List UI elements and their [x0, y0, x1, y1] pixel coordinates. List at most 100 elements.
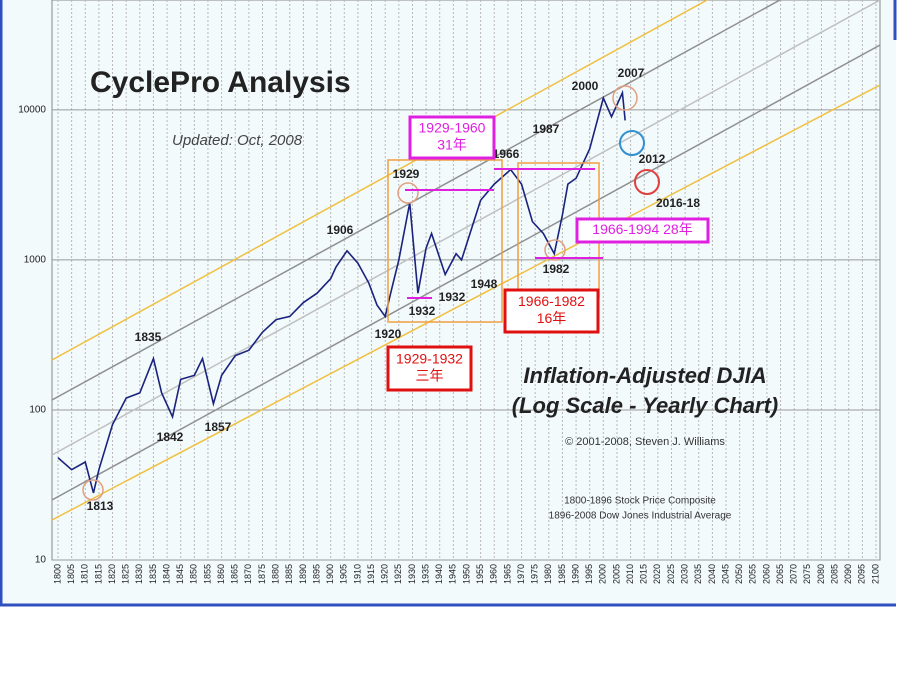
x-tick-label: 2025 [666, 564, 676, 584]
x-tick-label: 1825 [121, 564, 131, 584]
annotation-box [575, 217, 710, 244]
x-tick-label: 1850 [189, 564, 199, 584]
year-label: 1813 [87, 499, 114, 513]
annotation-text: 1929-1932 [396, 351, 463, 367]
background [0, 0, 896, 606]
year-label: 1966 [493, 147, 520, 161]
year-label: 1932 [439, 290, 466, 304]
grid: 1800 1805 1810 1815 1820 1825 1830 1835 1840 1845… [18, 0, 881, 584]
chart-heading: (Log Scale - Yearly Chart) [512, 393, 779, 418]
annotation-text: 1929-1960 [419, 120, 486, 136]
x-tick-label: 1865 [230, 564, 240, 584]
x-tick-label: 1885 [284, 564, 294, 584]
x-tick-label: 2040 [707, 564, 717, 584]
channel-line [52, 44, 880, 501]
x-tick-label: 1820 [107, 564, 117, 584]
source: 1896-2008 Dow Jones Industrial Average [549, 511, 732, 522]
x-tick-label: 1875 [257, 564, 267, 584]
y-tick-label: 10000 [18, 105, 46, 116]
circle [619, 130, 645, 156]
annotation-box [386, 345, 473, 392]
annotation-text: 1966-1982 [518, 293, 585, 309]
x-tick-label: 1815 [93, 564, 103, 584]
year-label: 2007 [618, 66, 645, 80]
x-tick-label: 1895 [311, 564, 321, 584]
x-tick-label: 2100 [870, 564, 880, 584]
x-tick-label: 2010 [625, 564, 635, 584]
x-tick-label: 2020 [652, 564, 662, 584]
x-tick-label: 1920 [380, 564, 390, 584]
x-tick-label: 1805 [66, 564, 76, 584]
x-tick-label: 1845 [175, 564, 185, 584]
plot [57, 89, 626, 494]
x-tick-label: 2090 [843, 564, 853, 584]
x-tick-label: 1985 [557, 564, 567, 584]
x-tick-label: 2055 [748, 564, 758, 584]
x-tick-label: 1800 [52, 564, 62, 584]
source: 1800-1896 Stock Price Composite [564, 496, 716, 507]
data-line [57, 89, 626, 494]
year-label: 2012 [639, 152, 666, 166]
x-tick-label: 1910 [352, 564, 362, 584]
channel-line [52, 0, 880, 456]
year-label: 1920 [375, 327, 402, 341]
circle [544, 239, 566, 261]
channel-line [52, 84, 880, 521]
x-tick-label: 2005 [611, 564, 621, 584]
annotation-text: 16年 [537, 310, 567, 326]
x-tick-label: 1890 [298, 564, 308, 584]
channels [52, 0, 880, 521]
x-tick-label: 2030 [680, 564, 690, 584]
x-tick-label: 1880 [271, 564, 281, 584]
x-tick-label: 1950 [461, 564, 471, 584]
year-label: 2000 [572, 79, 599, 93]
x-tick-label: 1835 [148, 564, 158, 584]
x-tick-label: 2000 [598, 564, 608, 584]
year-label: 1982 [543, 262, 570, 276]
x-tick-label: 2085 [829, 564, 839, 584]
x-tick-label: 1955 [475, 564, 485, 584]
x-tick-label: 1840 [161, 564, 171, 584]
annotation-box [503, 288, 600, 334]
year-label: 1835 [135, 330, 162, 344]
year-label: 1987 [533, 122, 560, 136]
y-tick-label: 10 [35, 555, 47, 566]
year-label: 1948 [471, 277, 498, 291]
circle [634, 169, 660, 195]
x-tick-label: 1905 [339, 564, 349, 584]
year-label: 1906 [327, 223, 354, 237]
x-tick-label: 2015 [639, 564, 649, 584]
x-tick-label: 1970 [516, 564, 526, 584]
x-tick-label: 1960 [489, 564, 499, 584]
x-tick-label: 1915 [366, 564, 376, 584]
chart-heading: Inflation-Adjusted DJIA [523, 363, 766, 388]
x-tick-label: 1855 [202, 564, 212, 584]
x-tick-label: 1945 [448, 564, 458, 584]
range-box [387, 159, 503, 323]
annotation-text: 31年 [437, 137, 467, 153]
year-label: 2016-18 [656, 196, 700, 210]
annotation-box [408, 115, 496, 160]
x-tick-label: 1990 [570, 564, 580, 584]
x-tick-label: 2060 [761, 564, 771, 584]
x-tick-label: 2080 [816, 564, 826, 584]
x-tick-label: 1995 [584, 564, 594, 584]
x-tick-label: 1810 [80, 564, 90, 584]
subtitle: Updated: Oct, 2008 [172, 132, 303, 149]
x-tick-label: 2045 [720, 564, 730, 584]
x-tick-label: 1935 [420, 564, 430, 584]
circle [612, 85, 638, 111]
x-tick-label: 2050 [734, 564, 744, 584]
annotation-text: 三年 [416, 368, 444, 384]
x-tick-label: 2065 [775, 564, 785, 584]
year-label: 1857 [205, 420, 232, 434]
year-label: 1932 [409, 304, 436, 318]
y-tick-label: 1000 [24, 255, 47, 266]
x-tick-label: 2070 [789, 564, 799, 584]
year-label: 1929 [393, 167, 420, 181]
x-tick-label: 1830 [134, 564, 144, 584]
x-tick-label: 2035 [693, 564, 703, 584]
year-label: 1842 [157, 430, 184, 444]
